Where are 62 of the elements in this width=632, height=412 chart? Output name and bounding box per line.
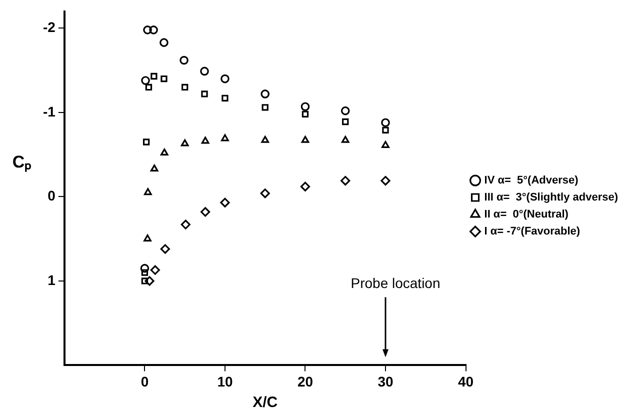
point	[150, 265, 160, 275]
point	[302, 110, 309, 118]
point	[200, 66, 209, 76]
legend-label: II α= 0°(Neutral)	[484, 208, 569, 221]
legend-label: I α= -7°(Favorable)	[484, 226, 580, 238]
point	[160, 75, 168, 82]
point	[149, 26, 158, 34]
point	[201, 90, 208, 98]
legend-label: III α= 3°(Slightly adverse)	[484, 192, 618, 204]
y-axis-title: Cₚ	[12, 152, 32, 173]
point	[144, 276, 154, 286]
point	[260, 188, 270, 198]
x-tick-label: 10	[217, 373, 233, 390]
point	[341, 136, 350, 143]
point	[340, 106, 350, 116]
point	[222, 94, 228, 102]
point	[145, 84, 152, 91]
point	[200, 207, 210, 217]
point	[180, 139, 189, 146]
point	[261, 136, 270, 143]
point	[144, 234, 152, 242]
point	[220, 74, 230, 84]
y-tick-label: 1	[48, 272, 56, 288]
point	[262, 104, 268, 111]
point	[150, 72, 158, 80]
point	[340, 176, 350, 186]
point	[220, 198, 230, 208]
point	[301, 136, 310, 143]
y-tick-label: -2	[42, 19, 56, 36]
y-tick-label: -1	[42, 103, 56, 120]
point	[180, 220, 190, 230]
point	[160, 148, 168, 156]
point	[382, 140, 390, 148]
point	[182, 84, 188, 91]
point	[260, 90, 270, 98]
point	[160, 38, 168, 47]
point	[141, 269, 148, 276]
point	[381, 118, 390, 127]
annotation: Probe location	[350, 275, 440, 292]
x-axis-title: X/C	[252, 394, 278, 412]
point	[300, 102, 310, 111]
point	[143, 26, 152, 34]
x-tick-label: 30	[378, 373, 394, 390]
y-tick-label: 0	[48, 188, 56, 204]
point	[150, 164, 158, 172]
point	[382, 126, 389, 134]
point	[140, 264, 150, 273]
point	[142, 138, 150, 146]
point	[144, 188, 152, 196]
x-tick-label: 20	[297, 373, 314, 390]
point	[201, 136, 210, 144]
point	[380, 176, 390, 186]
x-tick-label: 40	[458, 373, 474, 390]
point	[300, 182, 310, 192]
point	[141, 278, 148, 284]
point	[221, 134, 229, 142]
point	[342, 118, 349, 126]
point	[180, 56, 188, 65]
legend-label: IV α= 5°(Adverse)	[484, 174, 579, 187]
x-tick-label: 0	[140, 373, 149, 390]
point	[160, 244, 170, 254]
point	[141, 76, 150, 85]
